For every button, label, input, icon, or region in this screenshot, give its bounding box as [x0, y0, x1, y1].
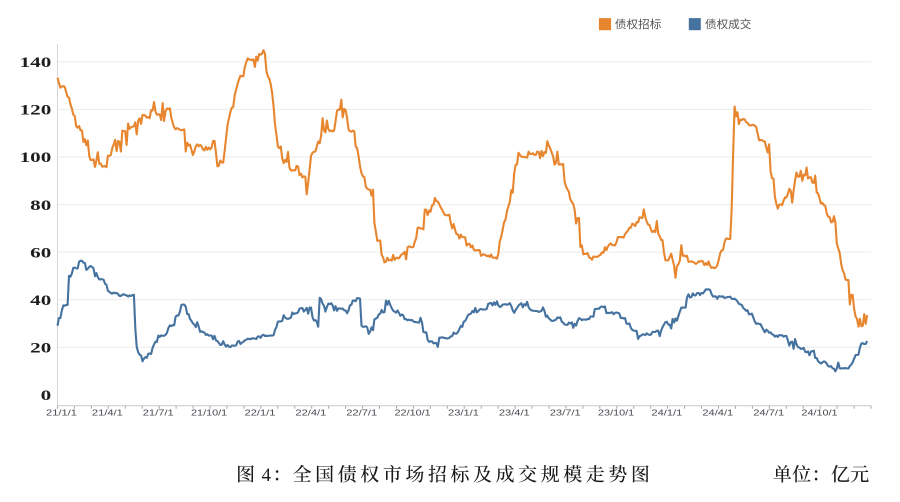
svg-text:140: 140	[20, 55, 52, 71]
svg-text:21/10/1: 21/10/1	[191, 409, 228, 418]
svg-text:40: 40	[30, 293, 51, 309]
svg-text:24/7/1: 24/7/1	[753, 409, 785, 418]
svg-text:23/4/1: 23/4/1	[499, 409, 531, 418]
svg-text:22/7/1: 22/7/1	[346, 409, 378, 418]
svg-text:24/4/1: 24/4/1	[702, 409, 734, 418]
svg-text:23/10/1: 23/10/1	[598, 409, 635, 418]
svg-text:22/1/1: 22/1/1	[245, 409, 277, 418]
svg-text:120: 120	[20, 103, 52, 119]
svg-text:22/10/1: 22/10/1	[395, 409, 432, 418]
svg-text:20: 20	[30, 340, 51, 356]
svg-text:80: 80	[30, 198, 51, 214]
svg-text:21/4/1: 21/4/1	[92, 409, 124, 418]
svg-text:21/7/1: 21/7/1	[143, 409, 175, 418]
svg-text:100: 100	[20, 150, 52, 166]
svg-text:23/1/1: 23/1/1	[448, 409, 480, 418]
svg-text:21/1/1: 21/1/1	[46, 409, 78, 418]
svg-text:60: 60	[30, 245, 51, 261]
svg-text:23/7/1: 23/7/1	[550, 409, 582, 418]
svg-text:24/10/1: 24/10/1	[801, 409, 838, 418]
svg-text:22/4/1: 22/4/1	[295, 409, 327, 418]
svg-text:24/1/1: 24/1/1	[651, 409, 683, 418]
svg-text:4: 4	[262, 465, 272, 486]
svg-text:0: 0	[41, 388, 52, 404]
